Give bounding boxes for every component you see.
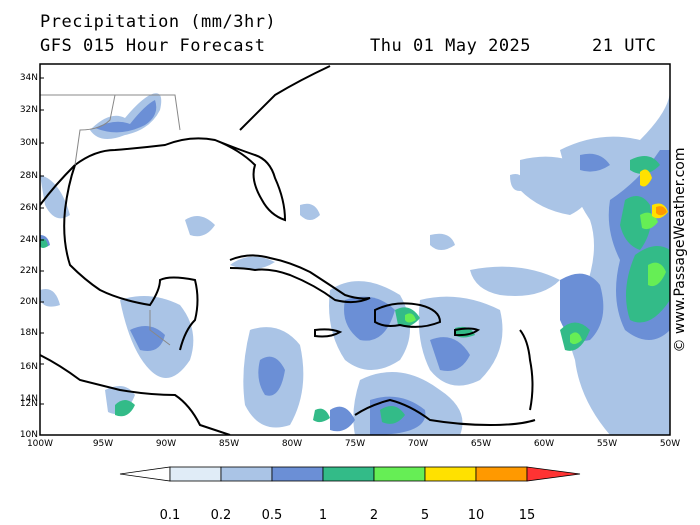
legend-label: 2: [369, 508, 379, 523]
borders: [40, 94, 181, 346]
lon-label: 85W: [218, 439, 240, 449]
lon-label: 80W: [281, 439, 303, 449]
coastlines: [40, 65, 536, 435]
legend-label: 0.2: [210, 508, 232, 523]
legend-colorbar: [119, 466, 581, 482]
lat-label: 24N: [19, 235, 38, 245]
lat-label: 30N: [19, 138, 38, 148]
map-title: Precipitation (mm/3hr): [40, 12, 277, 32]
lat-label: 26N: [19, 203, 38, 213]
map-frame: [39, 63, 671, 436]
legend-label: 15: [518, 508, 536, 523]
lat-label: 18N: [19, 328, 38, 338]
lon-label: 95W: [92, 439, 114, 449]
forecast-date: Thu 01 May 2025: [370, 36, 532, 56]
lat-label: 28N: [19, 171, 38, 181]
lon-label: 90W: [155, 439, 177, 449]
legend-label: 5: [420, 508, 430, 523]
lat-label: 34N: [19, 73, 38, 83]
lon-label: 65W: [470, 439, 492, 449]
lon-label: 75W: [344, 439, 366, 449]
lon-label: 55W: [596, 439, 618, 449]
legend-label: 0.1: [159, 508, 181, 523]
forecast-time: 21 UTC: [592, 36, 657, 56]
lon-label: 70W: [407, 439, 429, 449]
precipitation-layer: [40, 90, 670, 435]
lat-label: 10N: [19, 430, 38, 440]
lon-label: 50W: [659, 439, 681, 449]
legend-label: 0.5: [261, 508, 283, 523]
lon-label: 60W: [533, 439, 555, 449]
forecast-label: GFS 015 Hour Forecast: [40, 36, 266, 56]
lon-label: 100W: [26, 439, 54, 449]
lat-label: 14N: [19, 394, 38, 404]
legend-label: 1: [318, 508, 328, 523]
lat-label: 16N: [19, 362, 38, 372]
lat-label: 20N: [19, 297, 38, 307]
lat-label: 32N: [19, 105, 38, 115]
lat-label: 12N: [19, 399, 38, 409]
legend-label: 10: [467, 508, 485, 523]
lat-label: 22N: [19, 266, 38, 276]
copyright-credit: © www.PassageWeather.com: [672, 147, 688, 353]
